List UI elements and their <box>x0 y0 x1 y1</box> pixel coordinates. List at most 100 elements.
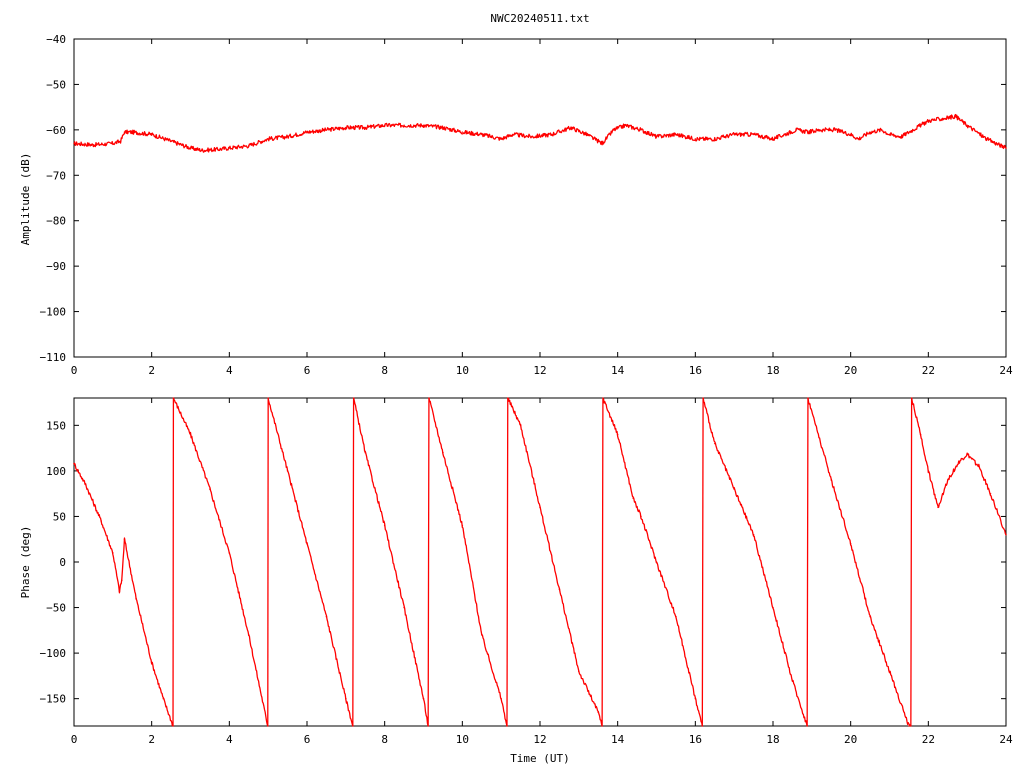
amplitude-y-tick-label: −90 <box>46 260 66 273</box>
phase-data-point <box>910 397 913 399</box>
amplitude-data-point <box>150 133 153 136</box>
phase-data-point <box>849 542 852 545</box>
phase-x-tick-label: 20 <box>844 733 857 746</box>
phase-data-point <box>702 397 704 399</box>
phase-data-point <box>112 552 114 554</box>
amplitude-data-point <box>228 147 231 149</box>
amplitude-data-point <box>422 124 425 127</box>
phase-data-point <box>422 697 425 700</box>
phase-data-point <box>247 634 250 636</box>
phase-data-point <box>713 442 716 445</box>
phase-data-point <box>442 451 444 454</box>
phase-x-tick-label: 14 <box>611 733 625 746</box>
phase-data-point <box>791 679 794 682</box>
phase-x-tick-label: 18 <box>766 733 779 746</box>
amplitude-data-point <box>869 131 871 133</box>
phase-data-point <box>989 492 992 495</box>
phase-data-point <box>869 615 871 618</box>
amplitude-data-point <box>795 129 798 131</box>
amplitude-x-tick-label: 0 <box>71 364 78 377</box>
amplitude-x-tick-label: 14 <box>611 364 625 377</box>
phase-data-point <box>978 465 980 468</box>
phase-x-tick-label: 8 <box>381 733 388 746</box>
amplitude-data-point <box>570 126 572 129</box>
phase-data-point <box>383 524 386 527</box>
amplitude-data-point <box>927 119 930 122</box>
amplitude-x-tick-label: 22 <box>922 364 935 377</box>
chart-title: NWC20240511.txt <box>490 12 589 25</box>
amplitude-data-point <box>119 140 122 143</box>
amplitude-data-point <box>655 135 658 138</box>
amplitude-y-tick-label: −110 <box>40 351 67 364</box>
phase-x-tick-label: 24 <box>999 733 1013 746</box>
phase-data-point <box>519 424 522 427</box>
phase-data-point <box>908 725 910 727</box>
phase-data-point <box>189 433 192 436</box>
phase-data-point <box>352 397 355 399</box>
phase-y-tick-label: 0 <box>59 556 66 569</box>
amplitude-data-point <box>500 138 502 140</box>
amplitude-data-point <box>189 147 192 149</box>
amplitude-data-point <box>306 131 308 133</box>
amplitude-data-point <box>286 135 289 138</box>
phase-data-point <box>428 397 430 399</box>
amplitude-y-tick-label: −40 <box>46 33 66 46</box>
amplitude-x-tick-label: 10 <box>456 364 469 377</box>
amplitude-x-tick-label: 24 <box>999 364 1013 377</box>
amplitude-data-point <box>247 144 250 147</box>
phase-data-point <box>772 606 774 609</box>
amplitude-y-tick-label: −60 <box>46 124 66 137</box>
amplitude-data-point <box>601 142 603 145</box>
amplitude-data-point <box>216 148 219 151</box>
amplitude-data-point <box>442 126 444 129</box>
amplitude-data-point <box>73 142 75 145</box>
amplitude-data-point <box>550 133 553 136</box>
amplitude-data-point <box>849 133 852 136</box>
amplitude-x-tick-label: 6 <box>304 364 311 377</box>
phase-data-point <box>958 460 961 463</box>
amplitude-x-tick-label: 8 <box>381 364 388 377</box>
phase-data-point <box>266 725 269 727</box>
phase-data-point <box>209 488 211 490</box>
amplitude-data-point <box>772 138 774 140</box>
phase-panel: Phase (deg) Time (UT) 0 2 4 6 8 10 12 14 16 18 20 2… <box>19 397 1013 765</box>
phase-data-point <box>946 479 949 481</box>
phase-y-tick-label: −150 <box>40 693 67 706</box>
amplitude-data-point <box>675 133 677 136</box>
phase-data-point <box>830 479 833 481</box>
amplitude-data-point <box>345 126 347 129</box>
phase-data-point <box>172 397 175 399</box>
phase-data-point <box>123 538 126 541</box>
phase-y-tick-label: −50 <box>46 602 66 615</box>
phase-data-point <box>602 397 604 399</box>
phase-data-point <box>267 397 269 399</box>
phase-x-tick-label: 0 <box>71 733 78 746</box>
phase-x-tick-label: 4 <box>226 733 233 746</box>
phase-data-point <box>345 697 347 700</box>
amplitude-data-point <box>131 131 134 133</box>
phase-y-tick-label: 50 <box>53 510 66 523</box>
amplitude-data-point <box>694 138 697 140</box>
phase-data-point <box>806 725 808 727</box>
phase-data-point <box>118 590 121 592</box>
phase-data-point <box>675 615 677 618</box>
phase-data-point <box>461 524 464 527</box>
phase-x-tick-label: 10 <box>456 733 469 746</box>
amplitude-data-point <box>966 124 968 127</box>
phase-x-tick-label: 6 <box>304 733 311 746</box>
amplitude-data-point <box>857 138 860 140</box>
phase-data-point <box>539 506 541 509</box>
phase-data-point <box>228 552 231 554</box>
phase-data-point <box>616 433 619 436</box>
phase-data-point <box>888 670 891 673</box>
amplitude-data-point <box>585 133 588 136</box>
phase-data-point <box>597 711 600 714</box>
amplitude-data-point <box>201 149 203 152</box>
phase-data-point <box>325 615 328 618</box>
phase-data-point <box>352 725 354 727</box>
phase-data-point <box>427 725 429 727</box>
phase-data-point <box>632 497 634 500</box>
phase-y-tick-label: −100 <box>40 647 67 660</box>
